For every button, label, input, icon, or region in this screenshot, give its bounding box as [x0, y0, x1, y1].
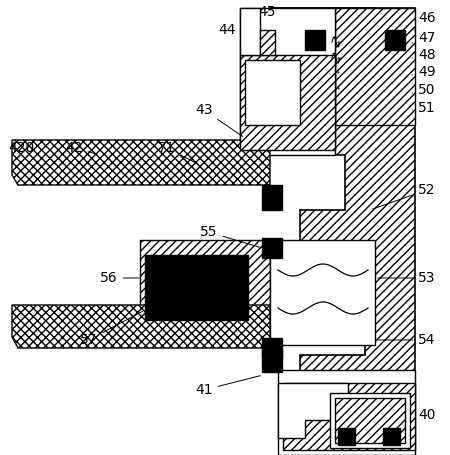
FancyBboxPatch shape	[262, 350, 282, 372]
FancyBboxPatch shape	[305, 30, 325, 50]
Text: 54: 54	[378, 333, 436, 347]
FancyBboxPatch shape	[240, 55, 335, 150]
FancyBboxPatch shape	[245, 60, 300, 125]
FancyBboxPatch shape	[278, 370, 415, 455]
FancyBboxPatch shape	[260, 30, 275, 55]
FancyBboxPatch shape	[240, 8, 260, 55]
FancyBboxPatch shape	[335, 398, 405, 443]
Text: 420: 420	[8, 141, 34, 155]
Text: 48: 48	[412, 48, 436, 62]
Text: 42: 42	[65, 141, 97, 155]
Text: 45: 45	[258, 5, 275, 19]
Polygon shape	[270, 8, 415, 455]
Text: 43: 43	[195, 103, 243, 136]
Polygon shape	[12, 305, 270, 348]
FancyBboxPatch shape	[383, 428, 400, 445]
Text: 71: 71	[158, 141, 198, 164]
Text: 57: 57	[80, 311, 143, 347]
FancyBboxPatch shape	[338, 428, 355, 445]
Text: 47: 47	[412, 31, 436, 45]
Text: 46: 46	[414, 11, 436, 30]
Polygon shape	[12, 140, 270, 185]
Text: 41: 41	[195, 376, 260, 397]
FancyBboxPatch shape	[262, 338, 282, 358]
FancyBboxPatch shape	[330, 393, 410, 448]
FancyBboxPatch shape	[283, 383, 415, 450]
Text: 44: 44	[218, 23, 242, 37]
FancyBboxPatch shape	[240, 8, 335, 155]
FancyBboxPatch shape	[335, 8, 415, 125]
FancyBboxPatch shape	[270, 240, 375, 345]
FancyBboxPatch shape	[385, 30, 405, 50]
Text: 56: 56	[100, 271, 139, 285]
FancyBboxPatch shape	[262, 185, 282, 210]
Text: 40: 40	[415, 408, 436, 422]
Text: 53: 53	[378, 271, 436, 285]
Text: 51: 51	[412, 101, 436, 115]
Text: 49: 49	[412, 65, 436, 79]
Text: 55: 55	[200, 225, 259, 247]
FancyBboxPatch shape	[140, 240, 270, 345]
Text: 50: 50	[412, 83, 436, 97]
FancyBboxPatch shape	[262, 238, 282, 258]
Text: 52: 52	[373, 183, 436, 209]
FancyBboxPatch shape	[145, 255, 248, 320]
Polygon shape	[278, 383, 348, 438]
